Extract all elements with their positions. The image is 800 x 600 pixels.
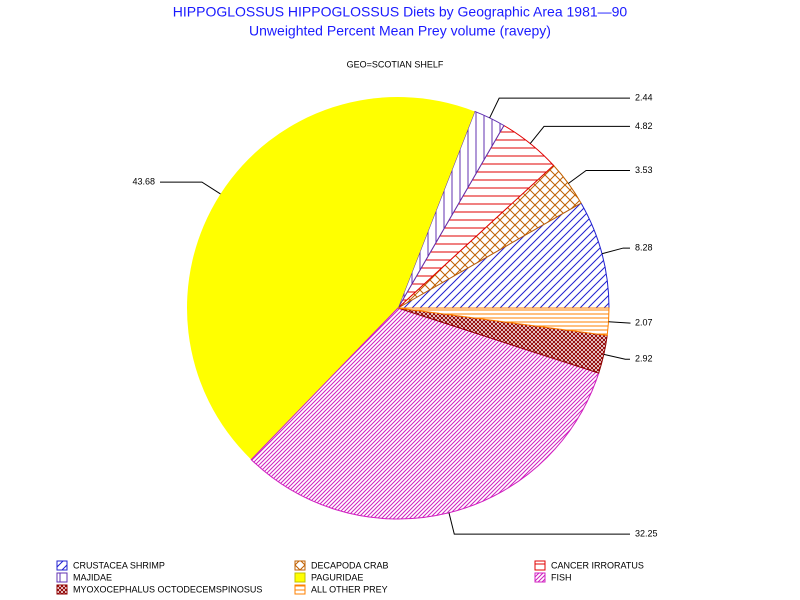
legend-swatch [56,560,68,571]
leader-line [601,247,630,255]
legend-swatch [294,560,306,571]
legend-label: CANCER IRRORATUS [551,560,644,570]
legend-label: CRUSTACEA SHRIMP [73,560,165,570]
legend-label: MYOXOCEPHALUS OCTODECEMSPINOSUS [73,584,262,594]
data-label: 4.82 [635,121,653,131]
data-label: 8.28 [635,242,653,252]
legend-swatch [534,560,546,571]
pie-slice [396,202,610,309]
legend-label: ALL OTHER PREY [311,584,388,594]
data-label: 2.92 [635,354,653,364]
legend-swatch [56,584,68,595]
data-label: 32.25 [635,528,658,538]
legend-swatch [294,584,306,595]
legend-swatch [56,572,68,583]
pie: 8.28 3.53 4.82 2.44 43.68 32.25 2.92 2.07 [132,92,657,538]
chart-subtitle: Unweighted Percent Mean Prey volume (rav… [249,23,551,39]
annotation: GEO=SCOTIAN SHELF [347,59,444,69]
leader-line [568,170,630,184]
data-label: 43.68 [132,176,155,186]
legend-swatch [534,572,546,583]
data-label: 2.44 [635,92,653,102]
data-label: 2.07 [635,318,653,328]
legend-label: DECAPODA CRAB [311,560,389,570]
leader-line [608,321,631,324]
pie-slice [187,97,475,460]
data-label: 3.53 [635,165,653,175]
leader-line [489,97,630,119]
legend-label: FISH [551,572,572,582]
legend-label: MAJIDAE [73,572,112,582]
leader-line [529,125,630,144]
legend: CRUSTACEA SHRIMP DECAPODA CRAB CANCER IRRO… [56,560,644,595]
leader-line [603,353,630,360]
chart-title: HIPPOGLOSSUS HIPPOGLOSSUS Diets by Geogr… [173,4,628,20]
leader-line [160,181,221,195]
legend-label: PAGURIDAE [311,572,363,582]
leader-line [448,512,630,535]
legend-swatch [294,572,306,583]
